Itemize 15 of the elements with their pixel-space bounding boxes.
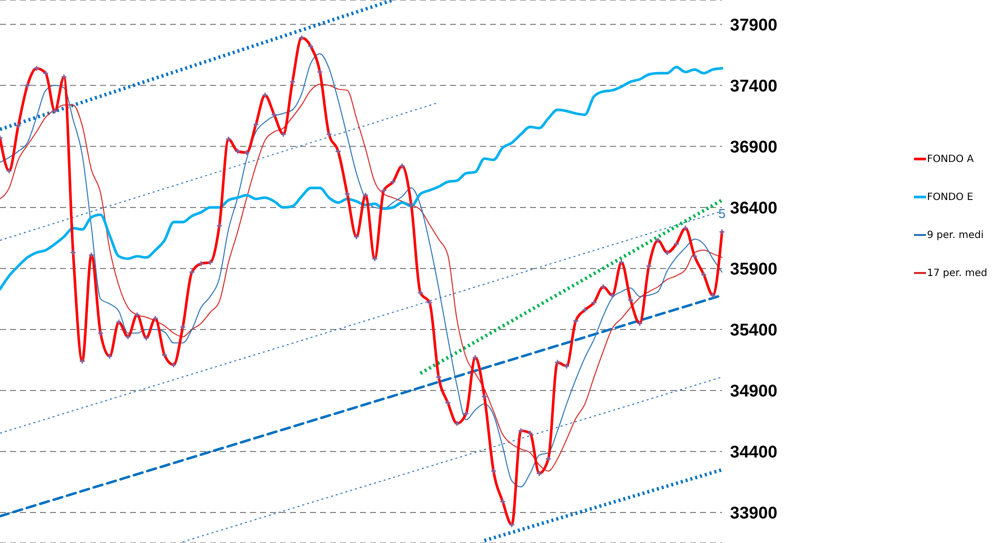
legend-label: FONDO A xyxy=(927,154,974,164)
y-tick-label: 36400 xyxy=(730,198,778,218)
y-tick-label: 37900 xyxy=(730,15,778,34)
y-tick-label: 35900 xyxy=(730,259,778,278)
y-tick-label: 34900 xyxy=(730,382,778,401)
annotation: 5 xyxy=(718,206,726,222)
line-series xyxy=(0,66,724,290)
y-tick-label: 34400 xyxy=(730,442,778,462)
legend-label: FONDO E xyxy=(927,192,974,202)
y-tick-label: 33900 xyxy=(730,504,778,523)
legend-label: 9 per. medi xyxy=(927,230,984,240)
y-tick-label: 36900 xyxy=(730,137,778,156)
legend-label: 17 per. med xyxy=(927,268,988,278)
y-tick-label: 35400 xyxy=(730,320,778,340)
y-tick-label: 37400 xyxy=(730,76,778,96)
